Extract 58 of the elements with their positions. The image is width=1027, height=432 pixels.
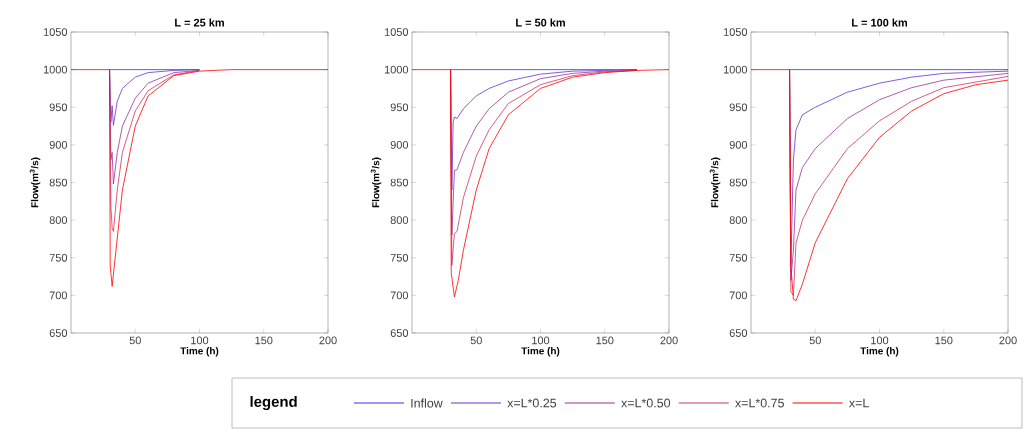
- y-tick-label: 700: [390, 291, 409, 300]
- x-tick-label: 50: [470, 336, 482, 345]
- y-tick-label: 900: [49, 141, 68, 149]
- x-tick-label: 50: [129, 336, 141, 345]
- y-tick-label: 950: [390, 103, 409, 112]
- y-tick-label: 1050: [384, 28, 409, 36]
- line-series: [412, 69, 670, 298]
- y-axis-title: Flow(m$^{3}$/s): [29, 157, 41, 208]
- legend-label: x=L: [849, 398, 869, 408]
- x-axis-title: Time (h): [521, 347, 560, 357]
- y-tick-label: 1000: [723, 65, 748, 74]
- y-tick-label: 1050: [43, 28, 68, 36]
- legend-label: Inflow: [411, 398, 443, 408]
- y-tick-label: 850: [729, 178, 748, 187]
- y-tick-label: 750: [49, 253, 68, 262]
- x-tick-label: 100: [871, 336, 889, 345]
- y-tick-label: 800: [390, 216, 409, 225]
- y-tick-label: 650: [390, 329, 409, 337]
- x-tick-label: 100: [532, 336, 550, 345]
- x-tick-label: 200: [660, 336, 678, 345]
- chart-title: L = 100 km: [852, 18, 907, 27]
- x-tick-label: 100: [191, 336, 209, 345]
- y-axis-title: Flow(m$^{3}$/s): [709, 157, 721, 208]
- legend-label: x=L*0.25: [507, 398, 557, 408]
- y-tick-label: 750: [729, 253, 748, 262]
- x-axis-title: Time (h): [860, 347, 899, 357]
- y-tick-label: 950: [729, 103, 748, 112]
- x-tick-label: 150: [935, 336, 953, 345]
- y-tick-label: 800: [49, 216, 68, 225]
- y-tick-label: 900: [390, 141, 409, 149]
- y-tick-label: 1000: [43, 65, 68, 74]
- y-tick-label: 650: [49, 329, 68, 337]
- y-tick-label: 700: [49, 291, 68, 300]
- line-series: [450, 69, 638, 191]
- x-tick-label: 50: [809, 336, 821, 345]
- x-tick-label: 150: [596, 336, 614, 345]
- chart-title: L = 50 km: [516, 18, 565, 27]
- y-tick-label: 1000: [384, 65, 409, 74]
- x-axis-title: Time (h): [180, 347, 219, 357]
- y-axis-title: Flow(m$^{3}$/s): [370, 157, 382, 208]
- y-tick-label: 650: [729, 329, 748, 337]
- y-tick-label: 900: [729, 141, 748, 149]
- y-tick-label: 700: [729, 291, 748, 300]
- line-series: [71, 69, 329, 287]
- y-tick-label: 850: [49, 178, 68, 187]
- legend-title: legend: [250, 396, 297, 410]
- x-tick-label: 200: [999, 336, 1017, 345]
- chart-title: L = 25 km: [175, 18, 224, 27]
- legend-label: x=L*0.50: [621, 398, 671, 408]
- y-tick-label: 850: [390, 178, 409, 187]
- x-tick-label: 150: [255, 336, 273, 345]
- legend-label: x=L*0.75: [735, 398, 784, 408]
- line-series: [751, 69, 1009, 302]
- y-tick-label: 800: [729, 216, 748, 225]
- y-tick-label: 1050: [723, 28, 748, 36]
- y-tick-label: 950: [49, 103, 68, 112]
- x-tick-label: 200: [319, 336, 337, 345]
- y-tick-label: 750: [390, 253, 409, 262]
